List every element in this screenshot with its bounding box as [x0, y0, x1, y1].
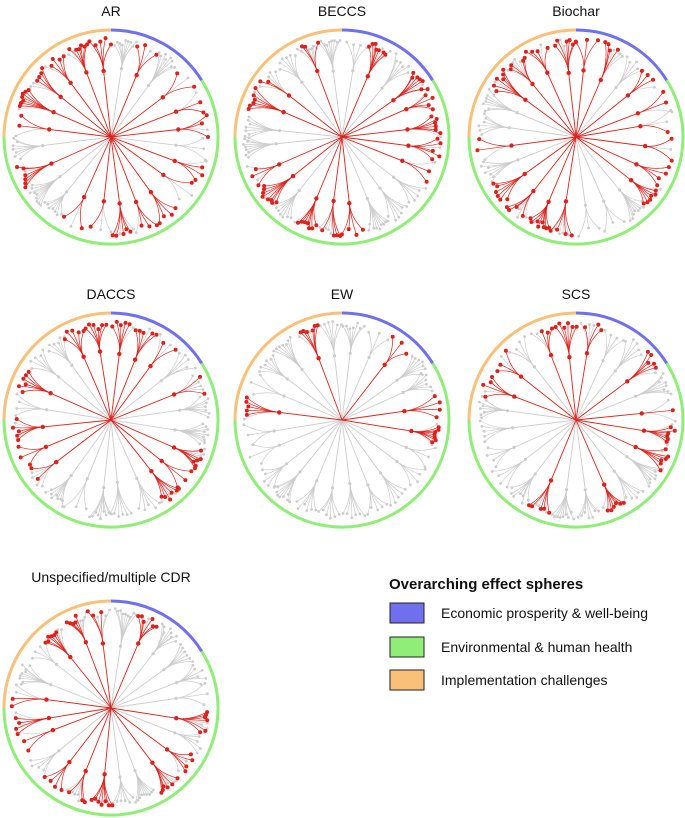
- panel-daccs: DACCS: [2, 286, 220, 529]
- active-branches: [244, 323, 442, 445]
- active-branches: [11, 319, 207, 502]
- panel-title: Biochar: [552, 3, 600, 19]
- legend-swatch-environmental: [389, 636, 425, 658]
- inactive-branches: [478, 321, 677, 521]
- legend-label-economic: Economic prosperity & well-being: [441, 605, 648, 621]
- effect-sphere-ring: [2, 28, 220, 246]
- radial-tree: [2, 599, 220, 817]
- panel-title: BECCS: [318, 3, 366, 19]
- active-branches: [246, 40, 443, 238]
- active-branches: [15, 36, 210, 238]
- legend-label-environmental: Environmental & human health: [441, 639, 632, 655]
- inactive-branches: [14, 607, 209, 805]
- legend-label-implementation: Implementation challenges: [441, 672, 608, 688]
- effect-sphere-ring: [467, 311, 685, 529]
- effect-sphere-ring: [233, 311, 451, 529]
- panel-title: Unspecified/multiple CDR: [31, 569, 191, 585]
- panel-unspecified-cdr: Unspecified/multiple CDR: [2, 569, 220, 817]
- inactive-branches: [242, 320, 439, 520]
- radial-tree: [2, 311, 220, 529]
- panel-ar: AR: [2, 3, 220, 246]
- panel-biochar: Biochar: [467, 3, 685, 246]
- legend-title: Overarching effect spheres: [389, 576, 583, 593]
- radial-tree: [233, 311, 451, 529]
- panel-title: DACCS: [86, 286, 135, 302]
- inactive-branches: [477, 38, 674, 238]
- active-branches: [481, 321, 677, 515]
- inactive-branches: [13, 326, 211, 521]
- legend-swatch-economic: [389, 602, 425, 624]
- radial-tree: [467, 28, 685, 246]
- legend-swatch-implementation: [389, 669, 425, 691]
- radial-tree: [467, 311, 685, 529]
- effect-sphere-ring: [2, 599, 220, 817]
- effect-sphere-ring: [233, 28, 451, 246]
- radial-tree: [233, 28, 451, 246]
- panel-title: EW: [331, 286, 354, 302]
- effect-sphere-ring: [2, 311, 220, 529]
- panel-title: SCS: [562, 286, 591, 302]
- panel-beccs: BECCS: [233, 3, 451, 246]
- inactive-branches: [11, 39, 209, 236]
- active-branches: [9, 609, 210, 808]
- active-branches: [475, 37, 674, 238]
- radial-tree: [2, 28, 220, 246]
- panel-scs: SCS: [467, 286, 685, 529]
- legend: Overarching effect spheres Economic pros…: [389, 576, 648, 691]
- inactive-branches: [242, 39, 443, 235]
- panel-title: AR: [101, 3, 120, 19]
- effect-sphere-ring: [467, 28, 685, 246]
- panel-ew: EW: [233, 286, 451, 529]
